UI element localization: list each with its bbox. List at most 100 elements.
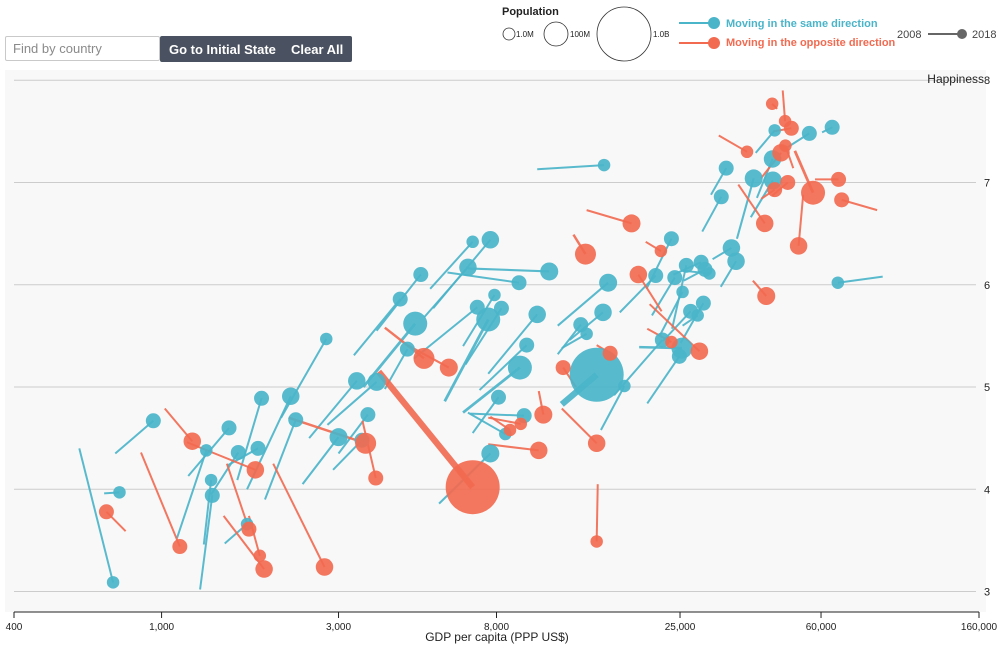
country-dot-same[interactable] [678, 257, 694, 273]
country-dot-same[interactable] [722, 239, 741, 257]
country-dot-same[interactable] [348, 372, 366, 390]
country-dot-same[interactable] [580, 327, 593, 341]
clear-all-button[interactable]: Clear All [282, 36, 353, 62]
country-dot-opposite[interactable] [246, 461, 265, 479]
country-dot-same[interactable] [476, 307, 501, 332]
country-dot-opposite[interactable] [755, 214, 774, 233]
country-dot-same[interactable] [618, 379, 631, 393]
country-dot-opposite[interactable] [665, 335, 678, 349]
country-dot-same[interactable] [282, 387, 300, 405]
country-dot-same[interactable] [481, 444, 500, 463]
country-dot-same[interactable] [413, 267, 429, 283]
country-dot-opposite[interactable] [530, 441, 548, 460]
country-dot-same[interactable] [367, 372, 386, 391]
country-dot-opposite[interactable] [172, 539, 188, 555]
country-dot-same[interactable] [663, 231, 679, 247]
country-dot-same[interactable] [540, 262, 559, 281]
country-dot-opposite[interactable] [368, 470, 384, 486]
initial-state-button[interactable]: Go to Initial State [160, 36, 285, 62]
country-dot-same[interactable] [691, 309, 704, 322]
country-dot-opposite[interactable] [740, 145, 754, 159]
country-dot-same[interactable] [703, 267, 716, 280]
country-dot-same[interactable] [676, 285, 689, 299]
country-dot-same[interactable] [493, 300, 509, 316]
country-dot-same[interactable] [360, 407, 376, 423]
country-dot-opposite[interactable] [602, 345, 618, 361]
country-dot-opposite[interactable] [98, 504, 114, 520]
country-dot-same[interactable] [399, 341, 415, 357]
country-dot-same[interactable] [713, 189, 729, 205]
country-dot-opposite[interactable] [534, 405, 553, 424]
country-dot-same[interactable] [528, 305, 546, 324]
country-dot-same[interactable] [718, 160, 734, 176]
country-search-input[interactable] [5, 36, 160, 61]
country-dot-same[interactable] [221, 420, 237, 436]
country-dot-same[interactable] [254, 390, 270, 406]
country-dot-same[interactable] [801, 125, 817, 141]
country-dot-same[interactable] [200, 444, 213, 457]
country-dot-same[interactable] [569, 347, 624, 402]
country-dot-same[interactable] [113, 486, 126, 499]
country-dot-same[interactable] [106, 576, 120, 589]
country-dot-same[interactable] [648, 268, 664, 284]
country-dot-opposite[interactable] [789, 237, 808, 255]
country-dot-same[interactable] [695, 295, 711, 311]
country-dot-opposite[interactable] [315, 558, 334, 576]
country-dot-same[interactable] [403, 311, 428, 336]
country-dot-same[interactable] [744, 169, 763, 188]
country-dot-same[interactable] [511, 275, 527, 291]
country-dot-opposite[interactable] [590, 535, 603, 548]
country-dot-same[interactable] [488, 288, 501, 302]
country-dot-opposite[interactable] [587, 434, 606, 453]
country-dot-opposite[interactable] [801, 180, 826, 205]
country-dot-same[interactable] [481, 231, 500, 249]
country-dot-opposite[interactable] [767, 182, 783, 198]
country-dot-opposite[interactable] [780, 174, 796, 190]
country-dot-same[interactable] [727, 252, 745, 270]
country-dot-opposite[interactable] [765, 97, 779, 110]
country-dot-opposite[interactable] [622, 214, 641, 233]
country-dot-opposite[interactable] [503, 423, 517, 437]
country-dot-same[interactable] [491, 389, 507, 405]
country-dot-same[interactable] [507, 355, 532, 380]
country-dot-same[interactable] [250, 440, 266, 456]
country-dot-same[interactable] [594, 303, 612, 322]
country-dot-same[interactable] [145, 413, 161, 429]
country-dot-opposite[interactable] [834, 192, 850, 208]
country-dot-same[interactable] [204, 473, 218, 487]
country-dot-same[interactable] [667, 270, 683, 286]
country-dot-opposite[interactable] [514, 417, 528, 431]
country-dot-same[interactable] [459, 258, 477, 277]
country-dot-opposite[interactable] [255, 560, 273, 578]
country-dot-same[interactable] [671, 348, 687, 364]
country-dot-same[interactable] [204, 487, 220, 503]
country-dot-same[interactable] [768, 124, 781, 137]
country-dot-opposite[interactable] [555, 360, 571, 376]
year-slider-handle[interactable] [957, 29, 967, 39]
country-dot-same[interactable] [466, 235, 479, 249]
country-dot-opposite[interactable] [783, 120, 799, 136]
country-dot-same[interactable] [597, 158, 611, 172]
country-dot-opposite[interactable] [355, 432, 377, 454]
country-dot-same[interactable] [329, 428, 348, 447]
country-dot-opposite[interactable] [253, 549, 267, 563]
country-dot-same[interactable] [320, 332, 333, 346]
country-dot-same[interactable] [230, 444, 246, 460]
country-dot-opposite[interactable] [654, 244, 668, 258]
country-dot-same[interactable] [288, 412, 304, 428]
country-dot-opposite[interactable] [413, 347, 435, 369]
country-dot-opposite[interactable] [831, 171, 847, 187]
year-range-slider[interactable]: 2008 2018 [897, 29, 996, 41]
country-dot-opposite[interactable] [439, 358, 458, 377]
country-dot-same[interactable] [392, 291, 408, 307]
country-dot-same[interactable] [831, 276, 845, 289]
country-dot-same[interactable] [824, 119, 840, 135]
country-dot-opposite[interactable] [241, 521, 257, 537]
country-dot-same[interactable] [599, 273, 618, 292]
country-dot-opposite[interactable] [690, 342, 709, 360]
country-dot-opposite[interactable] [574, 243, 596, 265]
country-dot-opposite[interactable] [757, 287, 776, 306]
country-dot-opposite[interactable] [629, 265, 648, 284]
country-dot-opposite[interactable] [779, 139, 792, 152]
country-dot-opposite[interactable] [183, 432, 202, 450]
